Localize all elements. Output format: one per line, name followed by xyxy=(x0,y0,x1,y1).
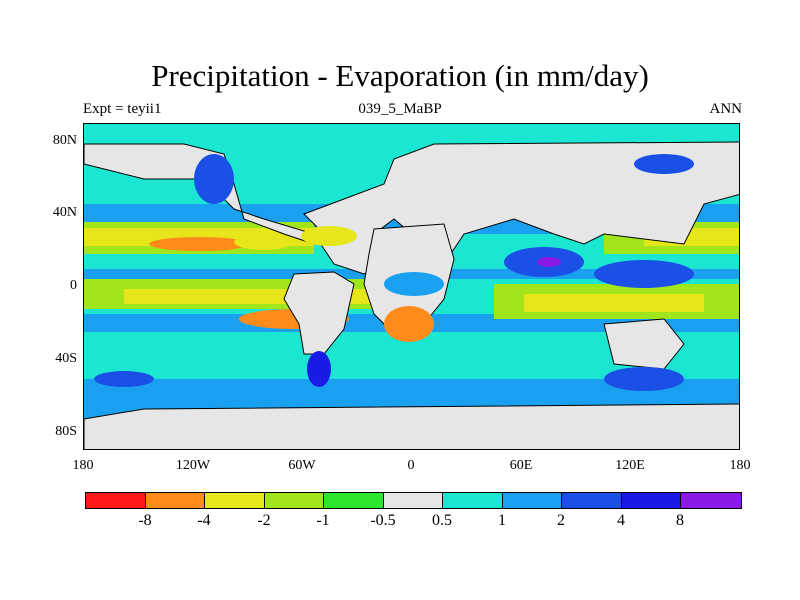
wet-congo xyxy=(384,272,444,296)
lat-label-80s: 80S xyxy=(55,424,77,439)
colorbar-label: -8 xyxy=(138,512,152,529)
plot-title: Precipitation - Evaporation (in mm/day) xyxy=(151,58,649,93)
lon-label-60e: 60E xyxy=(509,458,533,473)
wet-s-pac xyxy=(94,371,154,387)
wet-patagonia xyxy=(307,351,331,387)
lon-label-180e: 180 xyxy=(729,458,751,473)
map-plot xyxy=(83,123,740,450)
colorbar-swatch-7 xyxy=(502,493,562,508)
colorbar-swatch-1 xyxy=(145,493,205,508)
antarctica xyxy=(84,403,739,449)
wet-pnw xyxy=(194,154,234,204)
lon-label-120w: 120W xyxy=(175,458,211,473)
colorbar-label: -0.5 xyxy=(370,512,396,529)
colorbar-swatch-5 xyxy=(383,493,443,508)
dry-patch-africa xyxy=(384,306,434,342)
lat-label-40n: 40N xyxy=(52,205,77,220)
colorbar-swatch-3 xyxy=(264,493,324,508)
season-label: ANN xyxy=(709,101,743,117)
colorbar xyxy=(85,492,742,509)
experiment-label: Expt = teyii1 xyxy=(83,101,162,117)
lon-label-120e: 120E xyxy=(615,458,645,473)
lon-label-180w: 180 xyxy=(72,458,94,473)
lon-label-60w: 60W xyxy=(288,458,316,473)
colorbar-label: -2 xyxy=(257,512,271,529)
colorbar-swatch-4 xyxy=(324,493,384,508)
band-s-ind-yellow xyxy=(524,294,704,312)
lat-label-40s: 40S xyxy=(55,351,77,366)
orange-n-pac xyxy=(149,237,249,251)
wet-maritime xyxy=(594,260,694,288)
colorbar-label: 4 xyxy=(617,512,625,529)
period-label: 039_5_MaBP xyxy=(358,101,442,117)
colorbar-swatch-6 xyxy=(443,493,503,508)
wet-siberia xyxy=(634,154,694,174)
colorbar-swatch-10 xyxy=(681,493,741,508)
colorbar-label: 0.5 xyxy=(432,512,452,529)
field-map xyxy=(84,124,739,449)
very-wet-india xyxy=(537,257,561,267)
colorbar-swatch-0 xyxy=(86,493,146,508)
colorbar-swatch-2 xyxy=(205,493,265,508)
colorbar-label: -4 xyxy=(197,512,211,529)
lat-label-0: 0 xyxy=(70,278,77,293)
colorbar-label: 2 xyxy=(557,512,565,529)
lon-label-0: 0 xyxy=(407,458,415,473)
dry-patch-1 xyxy=(301,226,357,246)
wet-s-ind xyxy=(604,367,684,391)
australia xyxy=(603,318,685,370)
colorbar-label: 8 xyxy=(676,512,684,529)
colorbar-swatch-9 xyxy=(621,493,681,508)
lat-label-80n: 80N xyxy=(52,133,77,148)
colorbar-swatch-8 xyxy=(562,493,622,508)
colorbar-label: 1 xyxy=(498,512,506,529)
colorbar-label: -1 xyxy=(316,512,330,529)
dry-patch-2 xyxy=(234,234,294,250)
